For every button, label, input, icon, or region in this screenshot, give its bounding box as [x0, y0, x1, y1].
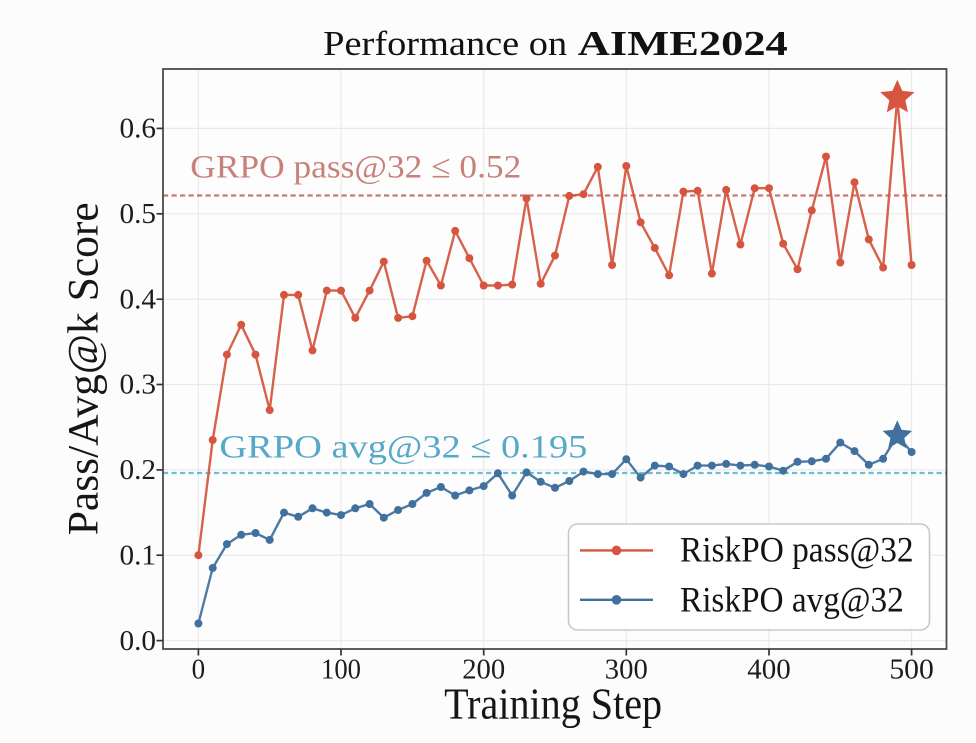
- svg-text:Pass/Avg@k Score: Pass/Avg@k Score: [60, 202, 107, 535]
- svg-text:500: 500: [889, 654, 934, 686]
- svg-text:AIME2024: AIME2024: [578, 24, 788, 63]
- svg-text:0.3: 0.3: [120, 370, 157, 401]
- svg-text:RiskPO avg@32: RiskPO avg@32: [680, 580, 904, 620]
- svg-text:0: 0: [192, 654, 206, 686]
- svg-text:300: 300: [605, 654, 648, 686]
- svg-text:GRPO pass@32 ≤ 0.52: GRPO pass@32 ≤ 0.52: [190, 150, 521, 186]
- svg-text:0.1: 0.1: [120, 540, 157, 571]
- svg-text:0.6: 0.6: [120, 114, 157, 145]
- svg-text:0.2: 0.2: [120, 455, 157, 486]
- svg-text:100: 100: [321, 654, 361, 686]
- svg-text:0.0: 0.0: [120, 626, 157, 657]
- svg-text:0.5: 0.5: [120, 199, 157, 230]
- svg-text:200: 200: [462, 654, 505, 686]
- svg-text:Training Step: Training Step: [444, 679, 662, 728]
- svg-text:Performance on: Performance on: [323, 24, 567, 63]
- svg-text:0.4: 0.4: [120, 284, 157, 315]
- svg-text:RiskPO pass@32: RiskPO pass@32: [680, 529, 914, 569]
- svg-text:GRPO avg@32 ≤ 0.195: GRPO avg@32 ≤ 0.195: [219, 429, 587, 465]
- svg-text:400: 400: [747, 654, 791, 686]
